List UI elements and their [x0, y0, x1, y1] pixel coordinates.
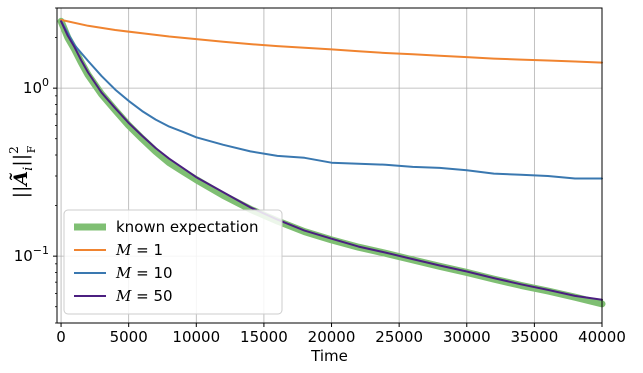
- x-tick-label: 15000: [240, 328, 288, 346]
- legend: known expectation M = 1 M = 10 M = 50: [63, 209, 283, 315]
- y-tick-label: 100: [23, 76, 49, 97]
- x-tick-label: 35000: [511, 328, 559, 346]
- legend-label: M = 50: [115, 287, 173, 305]
- series-line: [60, 18, 603, 64]
- legend-label: known expectation: [116, 218, 259, 236]
- y-axis-label: ||Ãi||2 F: [7, 145, 38, 198]
- x-tick-label: 25000: [375, 328, 423, 346]
- x-tick-label: 5000: [110, 328, 148, 346]
- series-line: [60, 20, 603, 180]
- x-tick-label: 10000: [172, 328, 220, 346]
- series-line: [60, 20, 603, 301]
- plot-frame: [56, 7, 603, 324]
- legend-label: M = 1: [115, 241, 163, 259]
- x-tick-label: 30000: [443, 328, 491, 346]
- y-tick-label: 10−1: [14, 244, 49, 265]
- x-tick-label: 0: [56, 328, 66, 346]
- svg-text:||Ãi||2F: ||Ãi||2 F: [7, 145, 38, 198]
- x-axis-ticks: 0 5000 10000 15000 20000 25000 30000 35000 40000: [56, 323, 626, 346]
- x-tick-label: 40000: [578, 328, 626, 346]
- y-axis-ticks: 10−1 100: [14, 7, 57, 324]
- legend-label: M = 10: [115, 264, 173, 282]
- x-axis-label: Time: [310, 347, 348, 365]
- series-group: [57, 17, 606, 308]
- legend-box: [63, 209, 283, 315]
- x-tick-label: 20000: [308, 328, 356, 346]
